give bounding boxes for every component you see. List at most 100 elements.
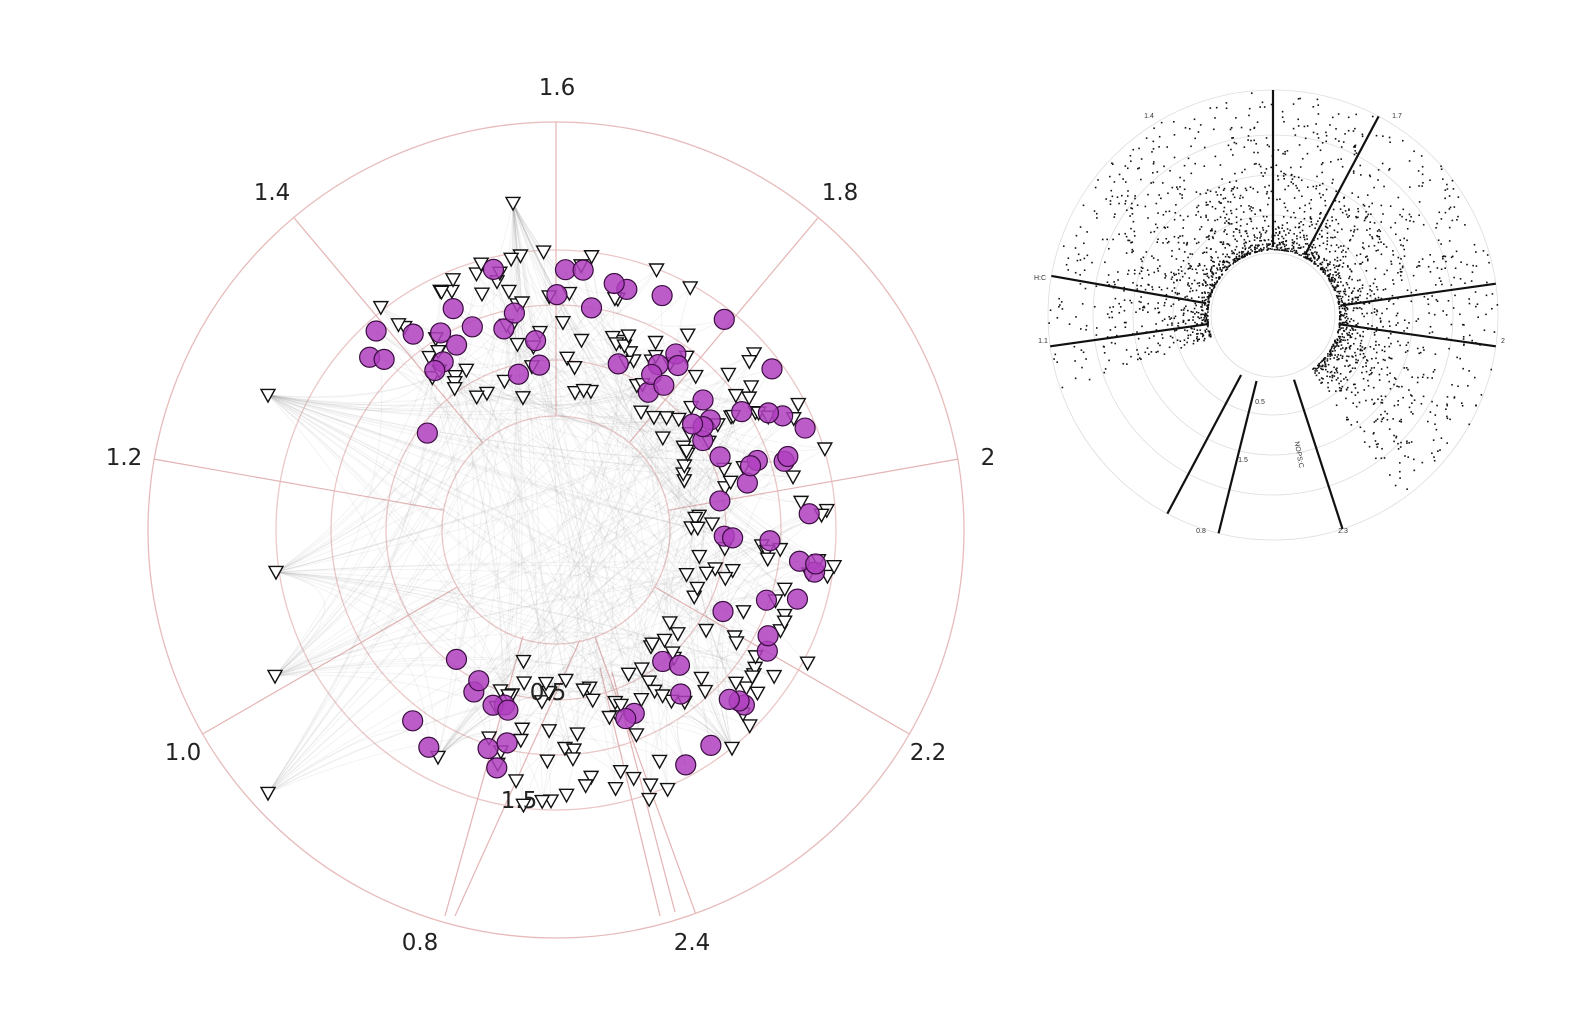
small-dot [1434, 353, 1437, 355]
network-edge [274, 642, 457, 677]
small-dot [1330, 244, 1333, 247]
small-dot [1310, 207, 1312, 210]
small-dot [1333, 366, 1335, 369]
small-dot [1336, 367, 1338, 370]
small-dot [1418, 185, 1420, 187]
small-dot [1309, 216, 1312, 218]
small-dot [1350, 318, 1353, 320]
small-dot [1369, 234, 1371, 236]
small-dot [1355, 301, 1357, 303]
small-dot [1354, 263, 1357, 265]
network-edge [267, 394, 692, 529]
network-edge [437, 450, 687, 758]
small-dot [1357, 391, 1359, 394]
triangle-marker [687, 369, 704, 385]
small-dot [1167, 192, 1169, 195]
small-dot [1190, 327, 1193, 330]
small-dot [1147, 217, 1149, 219]
small-dot [1140, 358, 1142, 360]
small-dot [1148, 337, 1151, 340]
small-dot [1340, 245, 1342, 247]
small-dot [1181, 197, 1184, 199]
small-dot [1338, 275, 1341, 277]
triangle-marker [554, 315, 572, 331]
small-dot [1406, 289, 1409, 292]
small-dot [1214, 281, 1216, 284]
small-dot [1326, 237, 1329, 239]
small-dot [1209, 107, 1212, 109]
small-dot [1347, 299, 1350, 301]
small-dot [1358, 401, 1361, 404]
small-dot [1152, 257, 1155, 259]
small-dot [1323, 268, 1326, 270]
small-dot [1342, 327, 1344, 329]
small-dot [1413, 469, 1416, 472]
small-dot [1161, 337, 1164, 339]
small-dot [1180, 309, 1183, 311]
small-dot [1211, 236, 1214, 238]
circle-marker [736, 472, 758, 494]
small-dot [1426, 376, 1429, 379]
small-dot [1381, 402, 1384, 404]
small-dot [1127, 190, 1129, 192]
small-dot [1386, 269, 1388, 272]
small-dot [1074, 271, 1077, 274]
triangle-marker [458, 363, 475, 379]
small-dot [1418, 265, 1421, 267]
small-dot [1247, 139, 1249, 141]
small-dot [1114, 283, 1116, 286]
small-dot [1146, 347, 1149, 349]
small-dot [1330, 353, 1333, 356]
small-dot [1075, 316, 1077, 318]
triangle-marker [740, 391, 758, 407]
circle-marker [554, 259, 577, 281]
small-dot [1232, 262, 1234, 265]
circle-marker [477, 737, 499, 760]
small-dot [1242, 211, 1245, 213]
small-dot [1173, 287, 1176, 289]
small-dot [1258, 231, 1261, 234]
triangle-marker [735, 605, 752, 620]
small-dot [1380, 221, 1383, 223]
small-ray [1292, 379, 1344, 530]
small-dot [1371, 371, 1373, 374]
small-dot [1334, 271, 1336, 273]
small-dot [1178, 248, 1181, 250]
small-dot [1380, 401, 1382, 404]
small-dot [1062, 245, 1065, 247]
small-dot [1400, 441, 1402, 444]
network-edge [522, 456, 721, 806]
small-dot [1373, 432, 1375, 434]
small-dot [1290, 216, 1292, 219]
small-dot [1346, 416, 1348, 419]
small-dot [1354, 351, 1356, 354]
small-dot [1182, 309, 1185, 311]
small-dot [1151, 172, 1154, 174]
network-edge [437, 690, 622, 758]
network-edge [380, 306, 687, 575]
small-dot [1341, 385, 1344, 388]
small-dot [1357, 322, 1359, 325]
small-dot [1244, 248, 1247, 251]
small-dot [1204, 285, 1207, 287]
small-dot [1361, 261, 1364, 264]
small-dot [1265, 192, 1268, 195]
small-dot [1321, 182, 1324, 185]
triangle-marker [267, 565, 285, 581]
circle-marker [668, 654, 691, 676]
network-edge [702, 641, 737, 749]
small-dot [1339, 277, 1342, 280]
small-dot [1364, 256, 1367, 258]
small-dot [1263, 239, 1266, 241]
small-dot [1163, 353, 1166, 355]
small-dot [1335, 265, 1338, 267]
small-dot [1338, 272, 1340, 274]
small-dot [1172, 303, 1175, 306]
small-dot [1150, 351, 1153, 353]
small-dot [1291, 178, 1294, 180]
small-dot [1337, 113, 1340, 115]
small-dot [1318, 192, 1321, 195]
small-dot [1306, 152, 1309, 155]
small-dot [1311, 253, 1313, 255]
small-dot [1309, 217, 1312, 220]
